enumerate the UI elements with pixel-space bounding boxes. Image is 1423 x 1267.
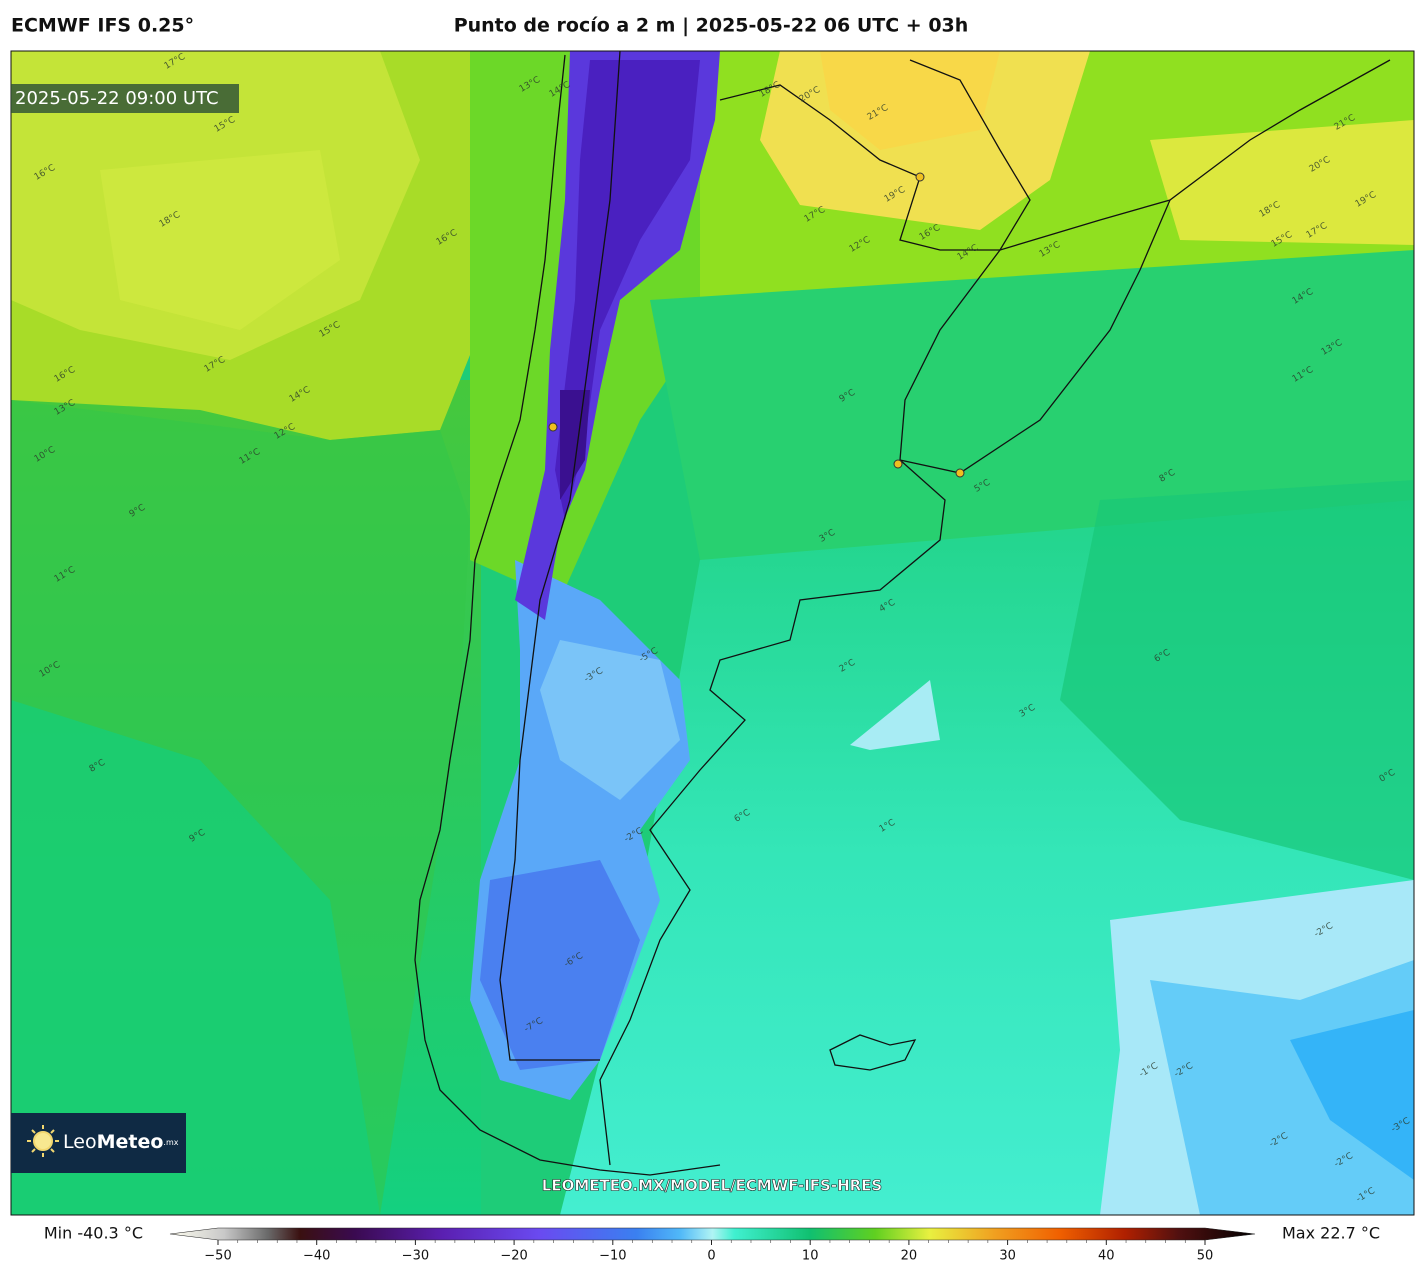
chile-coast [414, 54, 721, 1176]
timestamp-box [11, 84, 239, 113]
andes-driest [560, 390, 590, 500]
logo-suffix: .mx [163, 1138, 178, 1147]
colorbar-tick-label: −40 [303, 1249, 330, 1264]
atlantic-warm [1060, 480, 1414, 880]
colorbar [169, 1227, 1256, 1241]
colorbar-tick-label: −20 [500, 1249, 527, 1264]
border [719, 59, 1031, 251]
city [548, 422, 558, 432]
colorbar-tick-label: 30 [999, 1249, 1016, 1264]
map-layers: 17°C16°C18°C16°C15°C17°C16°C13°C14°C12°C… [11, 51, 1414, 1215]
cities [548, 172, 965, 478]
colorbar-min: Min -40.3 °C [44, 1224, 143, 1243]
uruguay-coast [899, 199, 1171, 474]
logo-bold: Meteo [97, 1131, 164, 1153]
colorbar-max: Max 22.7 °C [1282, 1224, 1380, 1243]
pacific-warm-core [100, 150, 340, 330]
colorbar-tick-label: −50 [204, 1249, 231, 1264]
patagonia-dry [540, 640, 680, 800]
colorbar-tick-label: 0 [707, 1249, 715, 1264]
border [499, 51, 621, 1061]
timestamp: 2025-05-22 09:00 UTC [15, 88, 219, 109]
atlantic-patch [850, 680, 940, 750]
logo-sun [27, 1125, 59, 1157]
atlantic-coast [599, 59, 1391, 1166]
atlantic-coldest [1290, 1010, 1414, 1180]
atlantic-colder [1150, 960, 1414, 1215]
map-frame [10, 50, 1415, 1216]
logo-light: Leo [63, 1131, 97, 1153]
pacific-south [11, 700, 380, 1215]
logo-text: LeoMeteo.mx [63, 1131, 179, 1153]
city [955, 468, 965, 478]
colorbar-tick-label: 40 [1098, 1249, 1115, 1264]
brazil-warm [1150, 120, 1414, 245]
colorbar-ticks: −50 −40 −30 −20 −10 0 10 20 30 40 50 [204, 1240, 1214, 1264]
central-band [650, 250, 1414, 560]
patagonia-drier [480, 860, 640, 1070]
falklands [829, 1034, 917, 1071]
colorbar-tick-label: 20 [901, 1249, 918, 1264]
colorbar-tick-label: −30 [402, 1249, 429, 1264]
colorbar-tick-label: −10 [599, 1249, 626, 1264]
city [893, 459, 903, 469]
watermark: LEOMETEO.MX/MODEL/ECMWF-IFS-HRES [542, 1177, 882, 1195]
coastlines [414, 51, 1391, 1176]
map-title: Punto de rocío a 2 m | 2025-05-22 06 UTC… [454, 15, 969, 37]
colorbar-tick-label: 50 [1197, 1249, 1214, 1264]
north-warmest [820, 51, 1000, 150]
city [915, 172, 925, 182]
model-name: ECMWF IFS 0.25° [11, 15, 194, 37]
andes-driest [555, 60, 700, 520]
colorbar-tick-label: 10 [802, 1249, 819, 1264]
